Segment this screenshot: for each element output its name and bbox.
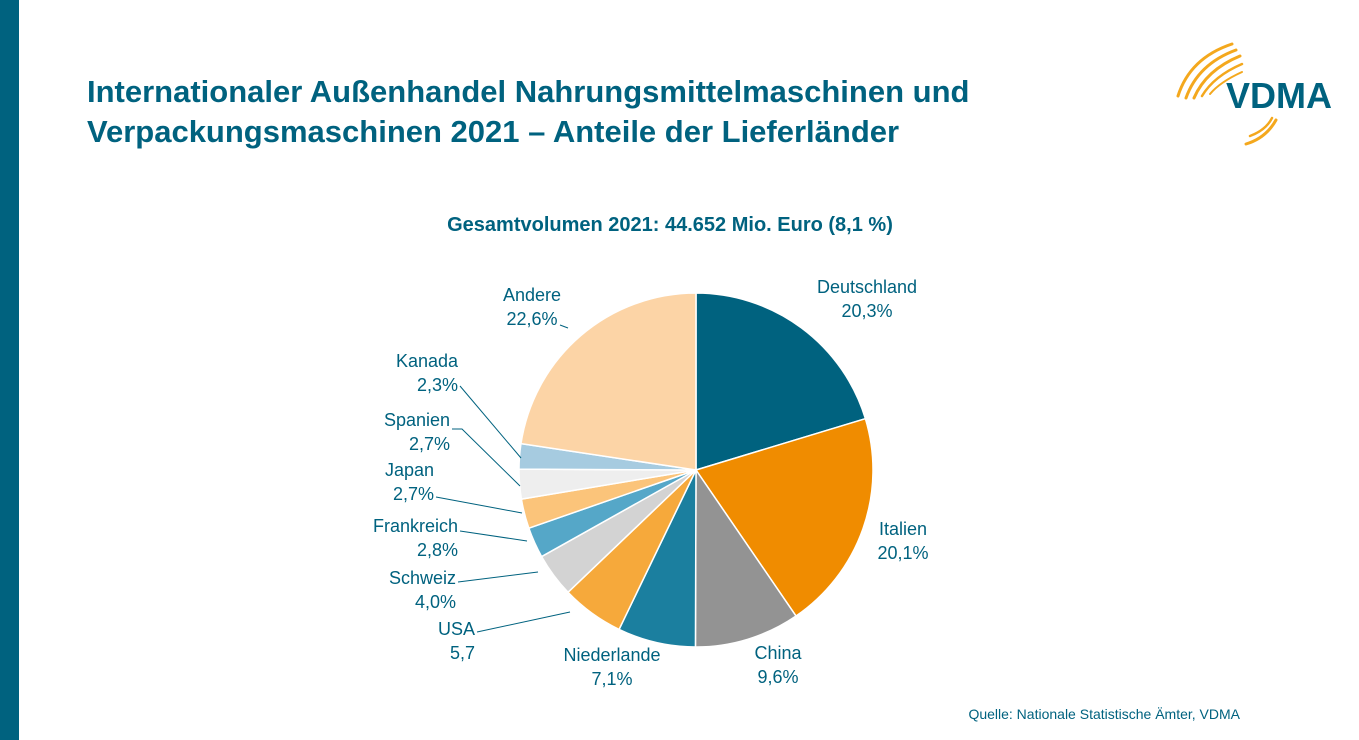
slice-value-andere: 22,6% xyxy=(506,309,557,329)
leader-line-kanada xyxy=(459,385,522,459)
slice-value-deutschland: 20,3% xyxy=(841,301,892,321)
slice-label-schweiz: Schweiz xyxy=(389,568,456,588)
page-title-line-1: Internationaler Außenhandel Nahrungsmitt… xyxy=(87,74,970,109)
page-title-line-2: Verpackungsmaschinen 2021 – Anteile der … xyxy=(87,114,900,149)
leader-line-schweiz xyxy=(457,571,539,583)
pie-slice-deutschland xyxy=(695,292,867,472)
pie-slice-china xyxy=(694,467,798,648)
pie-slices xyxy=(518,292,874,648)
slice-label-andere: Andere xyxy=(503,285,561,305)
slice-value-frankreich: 2,8% xyxy=(417,540,458,560)
slice-label-spanien: Spanien xyxy=(384,410,450,430)
leader-line-frankreich xyxy=(459,530,528,542)
slice-labels: Deutschland 20,3% Italien 20,1% China 9,6% Nie… xyxy=(373,277,929,689)
chart-title: Gesamtvolumen 2021: 44.652 Mio. Euro (8,… xyxy=(447,214,893,236)
source-note: Quelle: Nationale Statistische Ämter, VD… xyxy=(968,706,1240,722)
slice-value-japan: 2,7% xyxy=(393,484,434,504)
leader-lines xyxy=(435,324,571,633)
leader-line-usa xyxy=(476,611,571,633)
slice-label-japan: Japan xyxy=(385,460,434,480)
leader-line-spanien xyxy=(452,428,521,487)
slice-value-china: 9,6% xyxy=(757,667,798,687)
slice-label-china: China xyxy=(754,643,802,663)
slice-value-spanien: 2,7% xyxy=(409,434,450,454)
slice-label-kanada: Kanada xyxy=(396,351,459,371)
slice-label-deutschland: Deutschland xyxy=(817,277,917,297)
slice-label-italien: Italien xyxy=(879,519,927,539)
slice-value-kanada: 2,3% xyxy=(417,375,458,395)
slice-label-niederlande: Niederlande xyxy=(563,645,660,665)
slice-value-niederlande: 7,1% xyxy=(591,669,632,689)
slice-label-usa: USA xyxy=(438,619,475,639)
logo-swoosh-icon xyxy=(1176,42,1278,146)
slice-label-frankreich: Frankreich xyxy=(373,516,458,536)
vdma-logo: VDMA xyxy=(1176,42,1332,146)
pie-slice-andere xyxy=(520,292,697,471)
slice-value-italien: 20,1% xyxy=(877,543,928,563)
slice-value-usa: 5,7 xyxy=(450,643,475,663)
leader-line-japan xyxy=(435,496,523,514)
pie-slice-italien xyxy=(694,417,874,618)
slice-value-schweiz: 4,0% xyxy=(415,592,456,612)
leader-line-andere xyxy=(559,324,569,329)
page-title: Internationaler Außenhandel Nahrungsmitt… xyxy=(87,72,1137,152)
side-accent-bar xyxy=(0,0,19,740)
logo-text: VDMA xyxy=(1226,75,1332,116)
